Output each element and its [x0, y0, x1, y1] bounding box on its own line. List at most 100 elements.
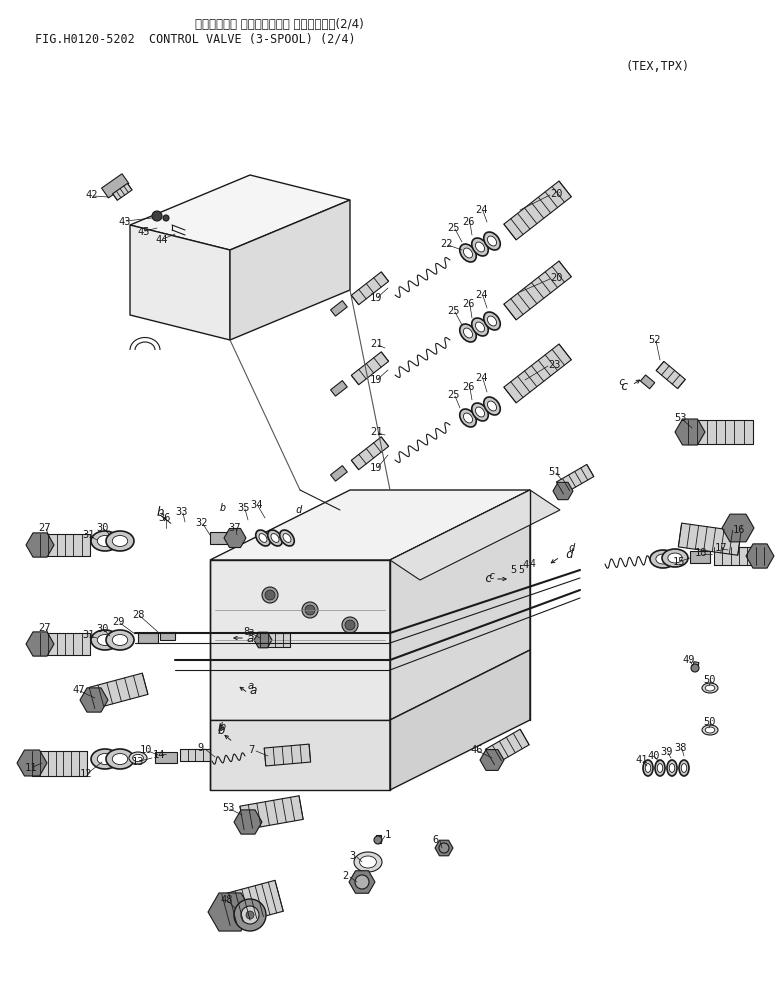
Text: 47: 47 [72, 685, 84, 695]
Text: 16: 16 [733, 525, 746, 535]
Polygon shape [351, 437, 388, 470]
Text: b: b [218, 723, 225, 733]
Text: 3: 3 [349, 851, 355, 861]
Text: 26: 26 [462, 217, 474, 227]
Ellipse shape [645, 763, 651, 772]
Ellipse shape [129, 752, 147, 764]
Polygon shape [714, 547, 764, 565]
Polygon shape [224, 529, 246, 547]
Text: 44: 44 [155, 235, 168, 245]
Polygon shape [675, 419, 705, 445]
Circle shape [302, 602, 318, 618]
Text: 21: 21 [370, 339, 382, 349]
Ellipse shape [354, 852, 382, 872]
Text: 5: 5 [510, 565, 516, 575]
Polygon shape [32, 750, 87, 776]
Ellipse shape [459, 324, 477, 342]
Text: 18: 18 [695, 548, 707, 558]
Ellipse shape [476, 322, 484, 332]
Ellipse shape [668, 553, 682, 563]
Text: 20: 20 [550, 189, 562, 199]
Ellipse shape [681, 763, 686, 772]
Ellipse shape [705, 727, 714, 733]
Polygon shape [693, 662, 699, 670]
Text: c: c [618, 377, 624, 387]
Ellipse shape [679, 760, 689, 776]
Ellipse shape [643, 760, 653, 776]
Ellipse shape [476, 242, 484, 252]
Circle shape [355, 875, 369, 889]
Text: a: a [248, 627, 254, 637]
Text: 4: 4 [530, 559, 536, 569]
Polygon shape [504, 344, 571, 403]
Circle shape [345, 620, 355, 630]
Ellipse shape [91, 749, 119, 769]
Text: d: d [568, 543, 574, 553]
Polygon shape [331, 381, 347, 396]
Ellipse shape [658, 763, 663, 772]
Circle shape [241, 906, 259, 924]
Ellipse shape [133, 754, 144, 761]
Ellipse shape [667, 760, 677, 776]
Polygon shape [656, 361, 686, 388]
Text: 32: 32 [195, 518, 207, 528]
Text: 19: 19 [370, 375, 382, 385]
Text: 33: 33 [175, 507, 187, 517]
Circle shape [246, 911, 254, 919]
Polygon shape [130, 175, 350, 250]
Polygon shape [160, 632, 175, 640]
Ellipse shape [472, 318, 488, 336]
Text: c: c [484, 573, 492, 586]
Text: 11: 11 [25, 763, 37, 773]
Ellipse shape [98, 536, 112, 546]
Text: b: b [157, 505, 165, 519]
Polygon shape [485, 729, 529, 765]
Text: 39: 39 [660, 747, 672, 757]
Text: 5: 5 [518, 565, 524, 575]
Text: 46: 46 [470, 745, 483, 755]
Polygon shape [230, 200, 350, 340]
Circle shape [152, 211, 162, 221]
Text: 13: 13 [132, 757, 144, 767]
Text: 22: 22 [440, 239, 452, 249]
Circle shape [691, 664, 699, 672]
Text: c: c [488, 571, 495, 581]
Ellipse shape [360, 856, 377, 868]
Text: 14: 14 [153, 750, 165, 760]
Polygon shape [26, 533, 54, 557]
Text: 10: 10 [140, 745, 153, 755]
Polygon shape [390, 650, 530, 790]
Text: 9: 9 [197, 743, 204, 753]
Circle shape [342, 617, 358, 633]
Text: 8: 8 [243, 627, 250, 637]
Polygon shape [556, 464, 594, 494]
Polygon shape [351, 272, 388, 305]
Ellipse shape [106, 749, 134, 769]
Ellipse shape [702, 683, 718, 693]
Polygon shape [254, 632, 272, 647]
Polygon shape [208, 893, 252, 931]
Polygon shape [504, 261, 571, 320]
Polygon shape [101, 174, 129, 198]
Circle shape [163, 215, 169, 221]
Ellipse shape [702, 725, 718, 735]
Ellipse shape [98, 753, 112, 764]
Polygon shape [553, 483, 573, 499]
Text: b: b [218, 724, 225, 737]
Text: 2: 2 [342, 871, 348, 881]
Ellipse shape [705, 685, 714, 691]
Ellipse shape [106, 630, 134, 650]
Polygon shape [640, 375, 654, 388]
Ellipse shape [472, 238, 488, 256]
Text: a: a [250, 684, 257, 697]
Text: 27: 27 [38, 523, 51, 533]
Text: 37: 37 [228, 523, 240, 533]
Text: b: b [220, 722, 226, 732]
Ellipse shape [655, 760, 665, 776]
Text: 24: 24 [475, 373, 488, 383]
Polygon shape [210, 490, 530, 560]
Ellipse shape [484, 397, 500, 415]
Polygon shape [679, 523, 741, 555]
Polygon shape [349, 871, 375, 894]
Polygon shape [40, 633, 90, 655]
